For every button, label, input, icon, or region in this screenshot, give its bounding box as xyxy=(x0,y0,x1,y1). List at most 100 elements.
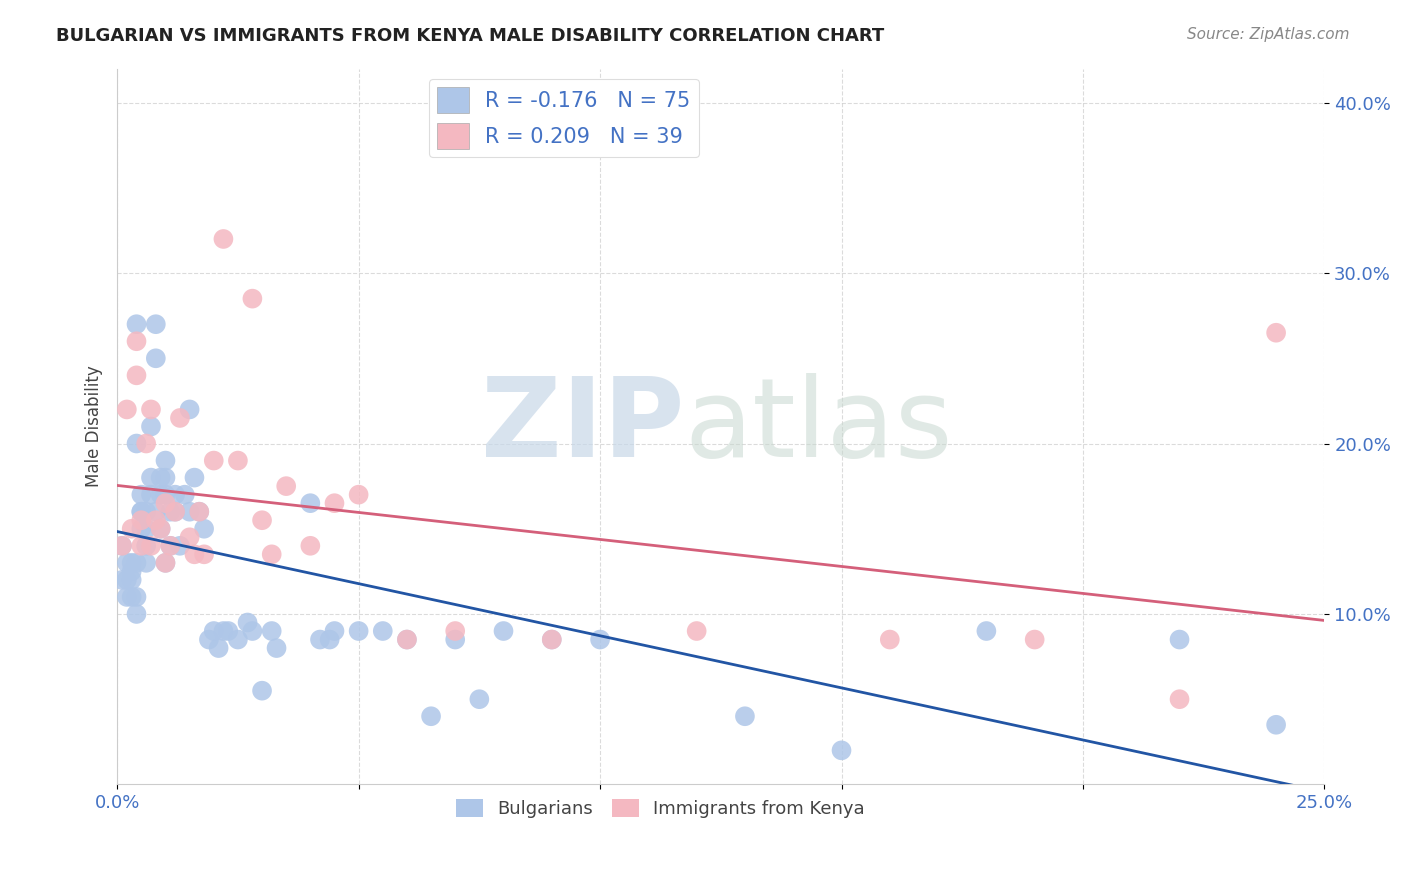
Point xyxy=(260,547,283,561)
Point xyxy=(976,624,998,638)
Point xyxy=(309,632,332,647)
Point xyxy=(135,556,157,570)
Point xyxy=(183,547,205,561)
Point xyxy=(395,632,418,647)
Point xyxy=(125,556,148,570)
Point xyxy=(589,632,612,647)
Point xyxy=(540,632,562,647)
Point xyxy=(179,530,201,544)
Point xyxy=(242,624,264,638)
Point xyxy=(131,522,153,536)
Point xyxy=(111,539,134,553)
Point xyxy=(226,453,249,467)
Point xyxy=(212,624,235,638)
Point xyxy=(145,317,167,331)
Point xyxy=(149,522,172,536)
Point xyxy=(347,624,370,638)
Point xyxy=(155,470,177,484)
Point xyxy=(115,556,138,570)
Point xyxy=(159,539,181,553)
Point xyxy=(125,368,148,383)
Point xyxy=(169,539,191,553)
Point xyxy=(250,513,273,527)
Text: Source: ZipAtlas.com: Source: ZipAtlas.com xyxy=(1187,27,1350,42)
Point xyxy=(276,479,298,493)
Point xyxy=(318,632,340,647)
Point xyxy=(299,496,322,510)
Point xyxy=(121,556,143,570)
Point xyxy=(155,556,177,570)
Point xyxy=(198,632,221,647)
Point xyxy=(131,505,153,519)
Point xyxy=(155,496,177,510)
Point xyxy=(179,402,201,417)
Point xyxy=(188,505,211,519)
Point xyxy=(1265,718,1288,732)
Point xyxy=(193,547,215,561)
Point xyxy=(145,351,167,366)
Point xyxy=(444,624,467,638)
Point xyxy=(420,709,443,723)
Point xyxy=(217,624,239,638)
Point xyxy=(125,334,148,349)
Point xyxy=(159,505,181,519)
Point xyxy=(266,641,288,656)
Point xyxy=(159,539,181,553)
Point xyxy=(125,590,148,604)
Point xyxy=(115,402,138,417)
Point xyxy=(139,419,162,434)
Point xyxy=(115,573,138,587)
Point xyxy=(139,488,162,502)
Point xyxy=(111,573,134,587)
Point xyxy=(193,522,215,536)
Point xyxy=(121,573,143,587)
Point xyxy=(371,624,394,638)
Point xyxy=(444,632,467,647)
Point xyxy=(111,539,134,553)
Point xyxy=(207,641,229,656)
Point xyxy=(212,232,235,246)
Point xyxy=(125,317,148,331)
Point xyxy=(540,632,562,647)
Point xyxy=(323,496,346,510)
Point xyxy=(131,539,153,553)
Point xyxy=(121,590,143,604)
Point xyxy=(125,607,148,621)
Point xyxy=(115,590,138,604)
Point xyxy=(135,522,157,536)
Point xyxy=(1168,632,1191,647)
Point xyxy=(188,505,211,519)
Point xyxy=(149,522,172,536)
Point xyxy=(135,539,157,553)
Point xyxy=(734,709,756,723)
Point xyxy=(1024,632,1046,647)
Point xyxy=(179,505,201,519)
Point xyxy=(155,453,177,467)
Point xyxy=(202,624,225,638)
Point xyxy=(149,488,172,502)
Point xyxy=(250,683,273,698)
Point xyxy=(135,505,157,519)
Point xyxy=(347,488,370,502)
Text: BULGARIAN VS IMMIGRANTS FROM KENYA MALE DISABILITY CORRELATION CHART: BULGARIAN VS IMMIGRANTS FROM KENYA MALE … xyxy=(56,27,884,45)
Point xyxy=(299,539,322,553)
Point xyxy=(879,632,901,647)
Point xyxy=(468,692,491,706)
Point xyxy=(145,505,167,519)
Point xyxy=(155,488,177,502)
Point xyxy=(139,470,162,484)
Point xyxy=(242,292,264,306)
Point xyxy=(395,632,418,647)
Point xyxy=(149,470,172,484)
Point xyxy=(121,522,143,536)
Point xyxy=(323,624,346,638)
Text: ZIP: ZIP xyxy=(481,373,685,480)
Point xyxy=(155,556,177,570)
Point xyxy=(685,624,707,638)
Point xyxy=(131,513,153,527)
Point xyxy=(169,411,191,425)
Y-axis label: Male Disability: Male Disability xyxy=(86,366,103,487)
Point xyxy=(183,470,205,484)
Point xyxy=(125,436,148,450)
Point xyxy=(165,505,187,519)
